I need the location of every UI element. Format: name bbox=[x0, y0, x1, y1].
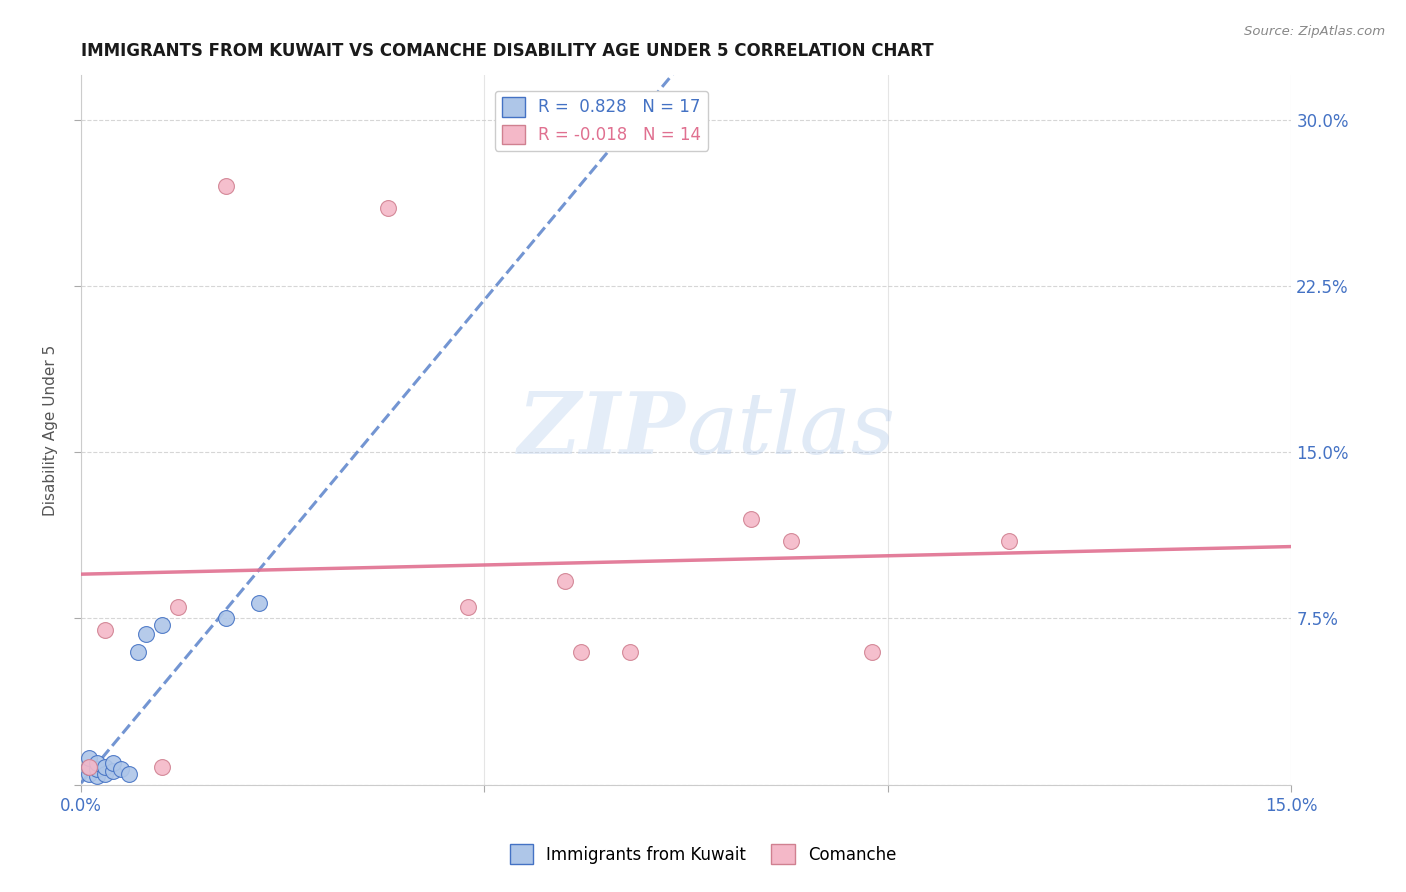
Point bbox=[77, 751, 100, 765]
Point bbox=[569, 645, 592, 659]
Point bbox=[780, 533, 803, 548]
Point bbox=[86, 756, 108, 770]
Point bbox=[215, 179, 238, 194]
Point bbox=[103, 756, 125, 770]
Point bbox=[167, 600, 190, 615]
Legend: R =  0.828   N = 17, R = -0.018   N = 14: R = 0.828 N = 17, R = -0.018 N = 14 bbox=[495, 91, 709, 151]
Point bbox=[77, 760, 100, 774]
Point bbox=[860, 645, 883, 659]
Point bbox=[118, 766, 141, 780]
Point bbox=[377, 201, 399, 215]
Text: Source: ZipAtlas.com: Source: ZipAtlas.com bbox=[1244, 25, 1385, 38]
Point bbox=[998, 533, 1021, 548]
Point bbox=[77, 760, 100, 774]
Text: ZIP: ZIP bbox=[519, 388, 686, 472]
Point bbox=[77, 766, 100, 780]
Point bbox=[103, 764, 125, 779]
Point bbox=[150, 760, 173, 774]
Point bbox=[94, 623, 117, 637]
Text: atlas: atlas bbox=[686, 389, 896, 471]
Point bbox=[740, 511, 762, 525]
Point bbox=[110, 762, 132, 776]
Point bbox=[150, 618, 173, 632]
Point bbox=[215, 611, 238, 625]
Point bbox=[94, 760, 117, 774]
Point bbox=[619, 645, 641, 659]
Point bbox=[135, 627, 157, 641]
Point bbox=[86, 769, 108, 783]
Point bbox=[127, 645, 149, 659]
Y-axis label: Disability Age Under 5: Disability Age Under 5 bbox=[44, 344, 58, 516]
Point bbox=[247, 596, 270, 610]
Point bbox=[457, 600, 479, 615]
Text: IMMIGRANTS FROM KUWAIT VS COMANCHE DISABILITY AGE UNDER 5 CORRELATION CHART: IMMIGRANTS FROM KUWAIT VS COMANCHE DISAB… bbox=[82, 42, 934, 60]
Point bbox=[86, 762, 108, 776]
Legend: Immigrants from Kuwait, Comanche: Immigrants from Kuwait, Comanche bbox=[503, 838, 903, 871]
Point bbox=[94, 766, 117, 780]
Point bbox=[554, 574, 576, 588]
